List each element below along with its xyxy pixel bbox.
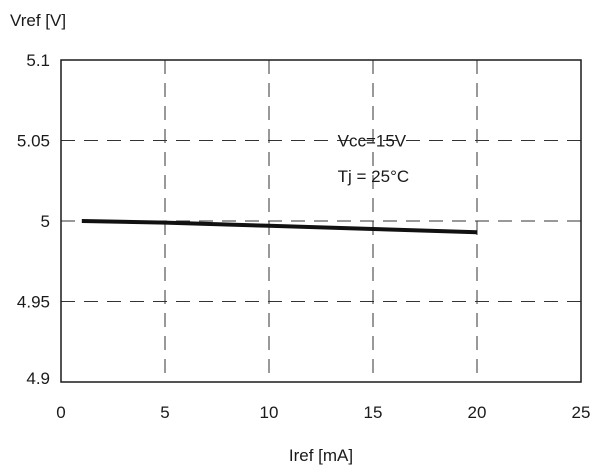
plot-area bbox=[60, 59, 582, 383]
series-line bbox=[81, 219, 478, 235]
x-tick-label: 5 bbox=[160, 403, 169, 422]
y-tick-label: 4.9 bbox=[26, 369, 50, 388]
x-tick-label: 20 bbox=[468, 403, 487, 422]
x-tick-label: 25 bbox=[572, 403, 591, 422]
x-tick-label: 15 bbox=[364, 403, 383, 422]
y-tick-label: 5 bbox=[41, 212, 50, 231]
y-axis-title: Vref [V] bbox=[10, 11, 66, 30]
y-tick-label: 5.05 bbox=[17, 132, 50, 151]
x-axis-ticks: 0 5 10 15 20 25 bbox=[56, 403, 590, 422]
annotations: Vcc=15V Tj = 25°C bbox=[338, 132, 410, 186]
annotation-label: Tj = 25°C bbox=[338, 167, 410, 186]
x-axis-title: Iref [mA] bbox=[289, 446, 353, 465]
y-tick-label: 4.95 bbox=[17, 293, 50, 312]
x-tick-label: 10 bbox=[260, 403, 279, 422]
series-group bbox=[81, 219, 478, 235]
x-tick-label: 0 bbox=[56, 403, 65, 422]
y-tick-label: 5.1 bbox=[26, 51, 50, 70]
annotation-label: Vcc=15V bbox=[338, 132, 407, 151]
y-axis-ticks: 4.9 4.95 5 5.05 5.1 bbox=[17, 51, 50, 388]
